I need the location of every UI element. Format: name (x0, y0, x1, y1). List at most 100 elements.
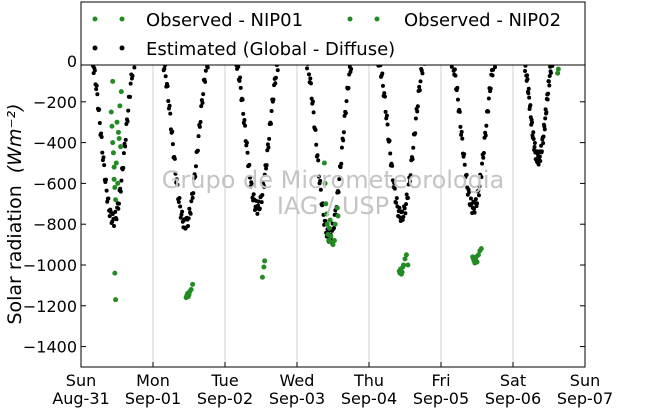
estimated-point (273, 81, 278, 86)
y-axis-label-units: (Wm⁻²) (4, 103, 26, 173)
estimated-point (126, 108, 131, 113)
x-tick-label-date: Sep-05 (413, 389, 469, 408)
estimated-point (336, 190, 341, 195)
estimated-point (525, 73, 530, 78)
estimated-point (264, 166, 269, 171)
y-tick-label: −800 (33, 215, 77, 234)
x-tick-label-date: Sep-02 (197, 389, 253, 408)
estimated-point (310, 99, 315, 104)
estimated-point (484, 123, 489, 128)
estimated-point (453, 73, 458, 78)
estimated-point (452, 67, 457, 72)
estimated-point (271, 97, 276, 102)
estimated-point (162, 66, 167, 71)
observed-point (118, 144, 124, 150)
estimated-point (100, 150, 105, 155)
estimated-point (476, 188, 481, 193)
estimated-point (243, 123, 248, 128)
x-tick-label-day: Mon (136, 371, 170, 390)
observed-point (110, 150, 116, 156)
estimated-point (544, 110, 549, 115)
y-tick-label: −200 (33, 93, 77, 112)
estimated-point (99, 135, 104, 140)
estimated-point (128, 94, 133, 99)
watermark-line-1: Grupo de Micrometeorologia (162, 166, 504, 194)
estimated-point (196, 134, 201, 139)
estimated-point (244, 140, 249, 145)
estimated-point (188, 211, 193, 216)
estimated-point (179, 212, 184, 217)
estimated-point (266, 145, 271, 150)
observed-point (322, 180, 328, 186)
estimated-point (178, 204, 183, 209)
estimated-point (123, 144, 128, 149)
estimated-point (97, 107, 102, 112)
estimated-point (203, 68, 208, 73)
estimated-point (94, 87, 99, 92)
estimated-point (417, 88, 422, 93)
observed-point (331, 238, 337, 244)
estimated-point (262, 172, 267, 177)
x-tick-label-day: Wed (280, 371, 315, 390)
estimated-point (121, 165, 126, 170)
observed-point (335, 213, 341, 219)
estimated-point (459, 132, 464, 137)
observed-point (324, 211, 330, 217)
estimated-point (193, 174, 198, 179)
observed-point (403, 252, 409, 258)
observed-point (109, 123, 115, 129)
estimated-point (114, 217, 119, 222)
estimated-point (121, 151, 126, 156)
estimated-point (264, 163, 269, 168)
estimated-point (189, 199, 194, 204)
estimated-point (186, 223, 191, 228)
observed-point (402, 256, 408, 262)
estimated-point (383, 109, 388, 114)
estimated-point (545, 97, 550, 102)
estimated-point (486, 96, 491, 101)
estimated-point (311, 110, 316, 115)
estimated-point (257, 206, 262, 211)
estimated-point (523, 69, 528, 74)
observed-point (330, 242, 336, 248)
observed-point (108, 109, 114, 115)
estimated-point (97, 120, 102, 125)
estimated-point (99, 131, 104, 136)
estimated-point (268, 121, 273, 126)
estimated-point (477, 184, 482, 189)
estimated-point (400, 217, 405, 222)
estimated-point (339, 145, 344, 150)
estimated-point (472, 207, 477, 212)
estimated-point (337, 177, 342, 182)
estimated-point (475, 201, 480, 206)
estimated-point (548, 70, 553, 75)
estimated-point (528, 103, 533, 108)
estimated-point (400, 209, 405, 214)
estimated-point (394, 196, 399, 201)
x-tick-label-date: Sep-03 (269, 389, 325, 408)
estimated-point (265, 142, 270, 147)
observed-point (261, 264, 267, 270)
y-tick-label: −600 (33, 174, 77, 193)
y-tick-label: −400 (33, 134, 77, 153)
estimated-point (455, 85, 460, 90)
estimated-point (247, 175, 252, 180)
estimated-point (349, 67, 354, 72)
observed-point (475, 252, 481, 258)
x-tick-label-day: Fri (431, 371, 450, 390)
x-tick-label-date: Sep-04 (341, 389, 397, 408)
observed-point (110, 140, 116, 146)
observed-point (326, 225, 332, 231)
estimated-point (392, 186, 397, 191)
estimated-point (479, 174, 484, 179)
x-tick-label-day: Thu (353, 371, 384, 390)
legend-label-estimated: Estimated (Global - Diffuse) (146, 39, 395, 60)
estimated-point (190, 195, 195, 200)
estimated-point (106, 196, 111, 201)
observed-point (555, 66, 561, 72)
estimated-point (255, 211, 260, 216)
estimated-point (539, 149, 544, 154)
legend-marker-nip01-a (92, 16, 98, 22)
estimated-point (404, 202, 409, 207)
